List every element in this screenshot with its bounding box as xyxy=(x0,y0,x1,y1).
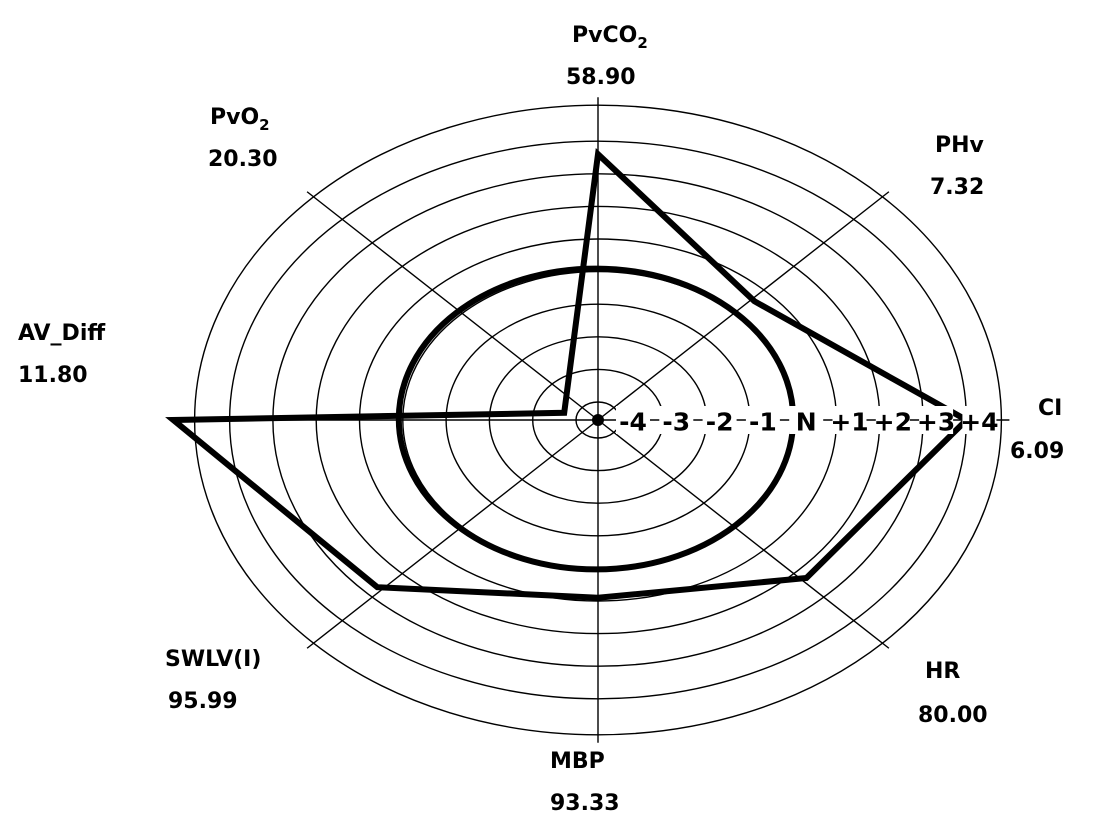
axis-label-ci: CI 6.09 xyxy=(1010,396,1064,464)
scale-label-bg xyxy=(875,406,910,434)
scale-label: -2 xyxy=(706,408,734,437)
axis-name: SWLV(I) xyxy=(165,647,261,672)
axis-name: PHv xyxy=(935,133,985,158)
scale-label-group: +2 xyxy=(874,406,912,437)
scale-label-bg xyxy=(659,406,694,434)
scale-labels: -4 -3 -2 -1 N +1 +2 +3 +4 xyxy=(616,406,999,437)
spoke-hr xyxy=(597,419,890,649)
axis-label-mbp: MBP 93.33 xyxy=(550,749,620,815)
scale-label-group: +1 xyxy=(830,406,869,437)
scale-label: +3 xyxy=(917,408,955,437)
scale-label-group: -3 xyxy=(659,406,694,437)
scale-label-bg xyxy=(702,406,737,434)
scale-label-group: N xyxy=(789,406,824,437)
axis-label-hr: HR 80.00 xyxy=(918,659,988,728)
scale-label-group: +4 xyxy=(960,406,999,437)
scale-label-group: -4 xyxy=(616,406,650,437)
axis-value: 58.90 xyxy=(566,65,636,90)
scale-label: +1 xyxy=(830,408,868,437)
scale-label-bg xyxy=(962,406,997,434)
axis-value: 80.00 xyxy=(918,703,988,728)
axis-value: 11.80 xyxy=(18,363,88,388)
axis-label-pvo2: PvO2 20.30 xyxy=(208,105,278,172)
scale-label: N xyxy=(796,408,817,437)
axis-value: 6.09 xyxy=(1010,439,1064,464)
scale-label-bg xyxy=(745,406,780,434)
scale-label-group: -1 xyxy=(745,406,780,437)
scale-label-bg xyxy=(616,406,650,434)
axis-label-phv: PHv 7.32 xyxy=(930,133,985,200)
scale-label-bg xyxy=(789,406,824,434)
axis-label-av_diff: AV_Diff 11.80 xyxy=(18,321,106,388)
axis-value: 95.99 xyxy=(168,689,238,714)
axis-value: 93.33 xyxy=(550,791,620,815)
axis-value: 7.32 xyxy=(930,175,984,200)
axis-name: HR xyxy=(925,659,960,684)
spoke-pvo2 xyxy=(306,191,599,421)
axis-name: MBP xyxy=(550,749,605,774)
scale-label: -4 xyxy=(619,408,647,437)
spoke-phv xyxy=(597,191,890,421)
scale-label: -3 xyxy=(662,408,690,437)
scale-label: -1 xyxy=(749,408,777,437)
scale-label-bg xyxy=(832,406,867,434)
axis-name-subscript: 2 xyxy=(259,116,269,134)
axis-name: PvO2 xyxy=(210,105,270,134)
center-point xyxy=(592,414,604,426)
axis-name: AV_Diff xyxy=(18,321,106,346)
axis-label-swlv: SWLV(I) 95.99 xyxy=(165,647,261,714)
axis-name: CI xyxy=(1038,396,1062,421)
axis-name: PvCO2 xyxy=(572,23,648,52)
axis-value: 20.30 xyxy=(208,147,278,172)
patient-profile-series xyxy=(165,148,972,601)
axis-label-pvco2: PvCO2 58.90 xyxy=(566,23,648,90)
scale-label-bg xyxy=(919,406,954,434)
scale-label: +2 xyxy=(874,408,912,437)
scale-label-group: +3 xyxy=(917,406,955,437)
scale-label: +4 xyxy=(960,408,998,437)
spoke-swlv xyxy=(306,419,599,649)
axis-name-subscript: 2 xyxy=(637,34,647,52)
scale-label-group: -2 xyxy=(702,406,737,437)
